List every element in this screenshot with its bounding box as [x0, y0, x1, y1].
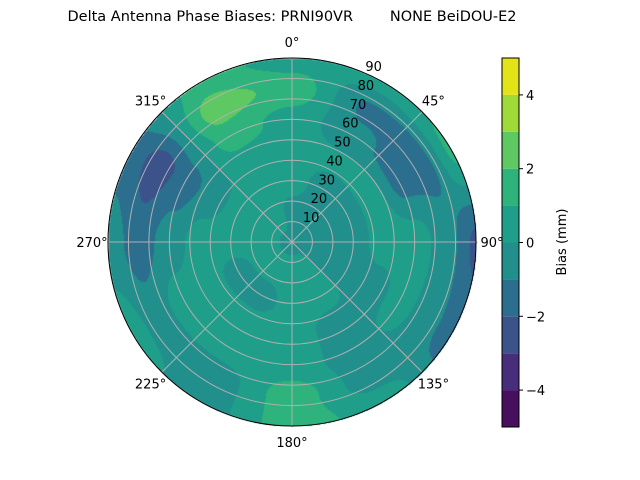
r-tick-label: 70	[350, 98, 367, 113]
colorbar-band	[502, 353, 519, 391]
r-tick-label: 60	[342, 117, 359, 132]
r-gridline	[189, 139, 395, 345]
r-gridline	[107, 57, 477, 427]
colorbar-tick-label: 2	[526, 163, 534, 178]
colorbar-tick-label: −4	[526, 384, 545, 399]
r-tick-label: 90	[365, 60, 382, 75]
colorbar-tick-label: 4	[526, 89, 534, 104]
theta-tick-labels: 0° 45° 90° 135° 180° 225° 270° 315°	[76, 36, 503, 451]
r-gridline	[250, 200, 334, 284]
theta-tick-label: 135°	[418, 377, 449, 392]
r-gridline	[209, 159, 375, 325]
r-tick-label: 20	[311, 192, 328, 207]
theta-gridline	[291, 111, 423, 243]
theta-tick-label: 270°	[76, 236, 107, 251]
theta-tick-label: 45°	[422, 95, 445, 110]
colorbar-band	[502, 390, 519, 427]
theta-tick-label: 0°	[285, 36, 300, 51]
r-gridline	[127, 77, 457, 407]
r-gridline	[230, 180, 354, 304]
theta-tick-label: 90°	[480, 236, 503, 251]
r-gridline	[168, 118, 416, 366]
colorbar-label: Bias (mm)	[555, 209, 570, 276]
r-tick-labels: 10 20 30 40 50 60 70 80 90	[303, 60, 382, 226]
r-tick-label: 10	[303, 211, 320, 226]
colorbar-band	[502, 131, 519, 169]
theta-tick-label: 180°	[276, 436, 307, 451]
chart-title: Delta Antenna Phase Biases: PRNI90VR NON…	[67, 9, 517, 25]
colorbar-band	[502, 279, 519, 317]
colorbar-band	[502, 58, 519, 95]
theta-tick-label: 225°	[135, 377, 166, 392]
colorbar-band	[502, 242, 519, 280]
r-gridline	[148, 98, 436, 386]
colorbar-band	[502, 94, 519, 132]
r-gridline	[271, 221, 313, 263]
theta-gridline	[161, 241, 293, 373]
colorbar-frame	[501, 57, 520, 428]
polar-frame	[107, 57, 477, 427]
colorbar-tick-label: −2	[526, 310, 545, 325]
colorbar-band	[502, 316, 519, 354]
r-tick-label: 40	[326, 154, 343, 169]
colorbar-band	[502, 205, 519, 243]
polar-grid	[107, 57, 477, 427]
theta-tick-label: 315°	[135, 95, 166, 110]
r-tick-label: 50	[334, 136, 351, 151]
colorbar-band	[502, 168, 519, 206]
colorbar: −4 −2 0 2 4	[501, 57, 545, 428]
theta-gridline	[291, 241, 423, 373]
r-tick-label: 80	[358, 79, 375, 94]
colorbar-tick-label: 0	[526, 237, 534, 252]
r-tick-label: 30	[318, 173, 335, 188]
theta-gridline	[161, 111, 293, 243]
